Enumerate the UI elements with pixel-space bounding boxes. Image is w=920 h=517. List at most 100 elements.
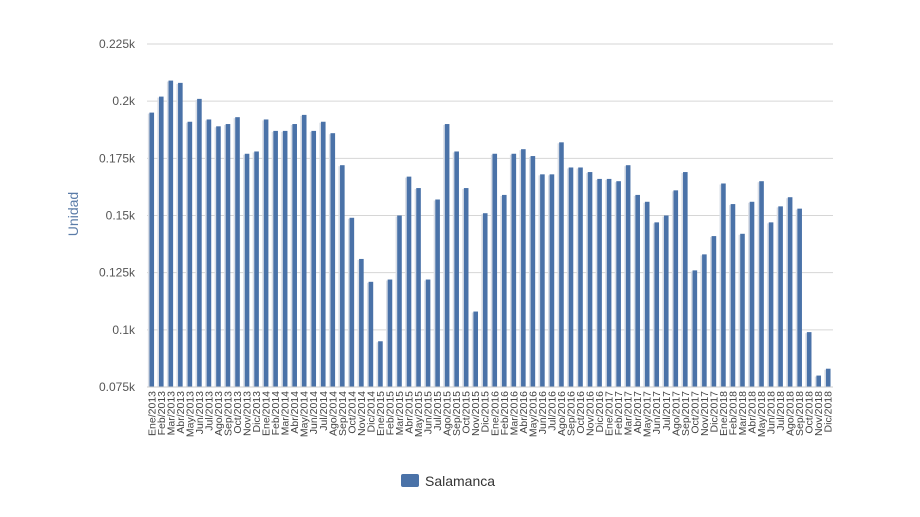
bar-shadow bbox=[386, 280, 388, 387]
bar[interactable] bbox=[311, 130, 317, 388]
bar[interactable] bbox=[663, 215, 669, 388]
x-tick-label: Feb/2018 bbox=[727, 391, 739, 436]
bar[interactable] bbox=[797, 208, 802, 387]
bar[interactable] bbox=[759, 181, 764, 387]
bar[interactable] bbox=[587, 172, 593, 387]
bar[interactable] bbox=[301, 114, 307, 388]
bar[interactable] bbox=[825, 368, 831, 387]
bar[interactable] bbox=[730, 204, 736, 387]
bar[interactable] bbox=[616, 181, 621, 387]
bar[interactable] bbox=[702, 254, 707, 387]
bar[interactable] bbox=[492, 153, 498, 387]
bar[interactable] bbox=[197, 98, 202, 387]
bar[interactable] bbox=[216, 126, 221, 387]
bar[interactable] bbox=[683, 172, 688, 387]
bar[interactable] bbox=[568, 167, 574, 387]
bar-shadow bbox=[605, 179, 607, 387]
bar[interactable] bbox=[673, 190, 679, 387]
bar-shadow bbox=[681, 173, 684, 387]
bar[interactable] bbox=[330, 133, 336, 387]
bar[interactable] bbox=[578, 167, 583, 387]
bar[interactable] bbox=[816, 375, 822, 387]
bar[interactable] bbox=[530, 156, 536, 387]
bar[interactable] bbox=[454, 151, 459, 387]
bar[interactable] bbox=[482, 213, 488, 387]
bar[interactable] bbox=[644, 201, 650, 387]
bar[interactable] bbox=[235, 117, 240, 387]
bar[interactable] bbox=[359, 258, 364, 387]
bar[interactable] bbox=[625, 165, 631, 387]
bar[interactable] bbox=[178, 82, 183, 387]
x-tick-label: Jun/2016 bbox=[537, 391, 549, 434]
bar[interactable] bbox=[787, 197, 793, 387]
bar[interactable] bbox=[292, 124, 297, 388]
x-tick-label: Abr/2017 bbox=[632, 391, 644, 434]
bar-shadow bbox=[671, 191, 674, 387]
bar[interactable] bbox=[187, 121, 193, 387]
bar[interactable] bbox=[416, 188, 421, 387]
bar[interactable] bbox=[768, 222, 774, 387]
x-tick-label: Nov/2015 bbox=[470, 391, 482, 436]
bar-shadow bbox=[509, 154, 512, 387]
bar-shadow bbox=[548, 175, 550, 387]
bar[interactable] bbox=[168, 80, 174, 387]
x-tick-label: Mar/2015 bbox=[394, 391, 406, 436]
bar[interactable] bbox=[349, 217, 355, 387]
bar[interactable] bbox=[320, 121, 326, 387]
bar[interactable] bbox=[282, 130, 288, 388]
x-tick-label: Jul/2014 bbox=[318, 391, 330, 431]
bar[interactable] bbox=[406, 176, 412, 387]
bar[interactable] bbox=[806, 332, 812, 387]
bar-shadow bbox=[309, 131, 312, 387]
legend[interactable]: Salamanca bbox=[401, 473, 495, 489]
bar-shadow bbox=[776, 207, 779, 387]
bar[interactable] bbox=[606, 178, 612, 387]
bar-shadow bbox=[528, 157, 531, 387]
bar[interactable] bbox=[549, 174, 555, 387]
bar-shadow bbox=[319, 122, 321, 387]
bar[interactable] bbox=[244, 153, 250, 387]
y-axis-ticks: 0.075k 0.1k 0.125k 0.15k 0.175k 0.2k 0.225k bbox=[99, 37, 136, 394]
bar[interactable] bbox=[149, 112, 155, 387]
bar[interactable] bbox=[540, 174, 545, 387]
x-tick-label: May/2018 bbox=[756, 391, 768, 437]
bar[interactable] bbox=[473, 311, 479, 387]
x-tick-label: Jul/2013 bbox=[203, 391, 215, 431]
bar-shadow bbox=[586, 173, 588, 387]
bar[interactable] bbox=[254, 151, 259, 387]
bar[interactable] bbox=[521, 149, 526, 387]
bar[interactable] bbox=[740, 233, 745, 387]
bar[interactable] bbox=[263, 119, 269, 388]
bar[interactable] bbox=[158, 96, 164, 388]
bar[interactable] bbox=[368, 281, 374, 387]
bar[interactable] bbox=[444, 124, 450, 388]
bar[interactable] bbox=[206, 119, 212, 388]
x-tick-label: Oct/2015 bbox=[461, 391, 473, 434]
bar[interactable] bbox=[597, 178, 602, 387]
bar[interactable] bbox=[654, 222, 660, 387]
x-tick-label: Feb/2014 bbox=[270, 391, 282, 436]
bar[interactable] bbox=[463, 188, 469, 387]
bar[interactable] bbox=[425, 279, 431, 387]
bar[interactable] bbox=[749, 201, 755, 387]
bar[interactable] bbox=[387, 279, 393, 387]
bar-shadow bbox=[557, 143, 560, 387]
bar[interactable] bbox=[340, 165, 345, 387]
bar[interactable] bbox=[511, 153, 517, 387]
bar[interactable] bbox=[635, 194, 640, 387]
bar[interactable] bbox=[721, 183, 726, 387]
bar[interactable] bbox=[778, 206, 783, 387]
bar[interactable] bbox=[378, 341, 383, 387]
bar[interactable] bbox=[692, 270, 698, 387]
bar[interactable] bbox=[501, 194, 507, 387]
bar[interactable] bbox=[225, 124, 231, 388]
y-tick-label: 0.1k bbox=[112, 323, 136, 337]
bar[interactable] bbox=[273, 130, 278, 388]
bar-shadow bbox=[757, 182, 760, 387]
bar-shadow bbox=[824, 369, 826, 387]
bar[interactable] bbox=[711, 236, 717, 387]
bar[interactable] bbox=[435, 199, 440, 387]
bar[interactable] bbox=[559, 142, 564, 387]
bar[interactable] bbox=[397, 215, 402, 388]
x-tick-label: Dic/2017 bbox=[708, 391, 720, 433]
